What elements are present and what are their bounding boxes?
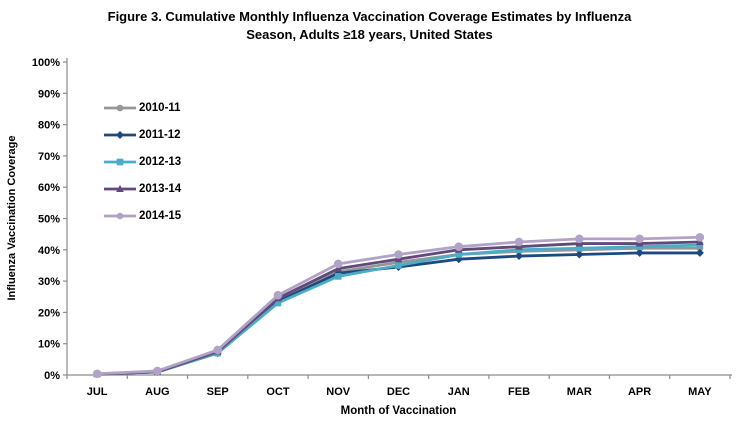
x-tick-label-jan: JAN [448, 386, 470, 398]
legend-item-2012-13: 2012-13 [103, 148, 181, 175]
legend-marker-shape [116, 212, 124, 219]
series-marker-2012-13 [515, 246, 523, 254]
series-marker-2014-15 [454, 242, 464, 251]
legend-label: 2012-13 [139, 155, 182, 168]
y-tick-label: 20% [38, 307, 60, 319]
x-axis-title: Month of Vaccination [340, 405, 457, 417]
series-marker-2011-12 [575, 250, 584, 259]
y-tick-label: 100% [32, 57, 60, 69]
series-marker-2014-15 [394, 250, 403, 259]
legend-marker-2013-14 [104, 184, 136, 192]
series-marker-2014-15 [213, 345, 222, 355]
chart-title-line-2: Season, Adults ≥18 years, United States [246, 27, 493, 42]
x-tick-label-nov: NOV [326, 386, 351, 398]
legend-marker-2012-13 [104, 158, 136, 165]
legend: 2010-11 2011-12 2012-13 2013-14 2014-15 [103, 94, 181, 229]
x-tick-label-oct: OCT [266, 386, 290, 398]
y-tick-label: 0% [44, 370, 60, 382]
series-marker-2012-13 [696, 241, 704, 249]
legend-item-2014-15: 2014-15 [103, 202, 181, 229]
series-marker-2012-13 [395, 262, 402, 269]
series-line-2011-12 [95, 251, 702, 376]
legend-marker-shape [116, 158, 124, 165]
x-tick-label-feb: FEB [508, 386, 530, 398]
series-marker-2014-15 [273, 290, 283, 300]
chart-title: Figure 3. Cumulative Monthly Influenza V… [0, 8, 739, 44]
x-tick-label-may: MAY [688, 386, 712, 398]
y-tick-label: 70% [38, 151, 60, 163]
y-tick-label: 40% [38, 245, 60, 257]
y-tick-label: 10% [38, 339, 60, 351]
legend-label: 2014-15 [139, 209, 182, 222]
series-marker-2014-15 [333, 259, 343, 269]
series-marker-2011-12 [635, 248, 644, 257]
x-tick-label-apr: APR [628, 386, 651, 398]
y-tick-label: 50% [38, 214, 60, 226]
x-tick-label-jul: JUL [87, 386, 108, 398]
x-tick-label-dec: DEC [387, 386, 410, 398]
series-marker-2014-15 [153, 366, 162, 376]
legend-label: 2011-12 [139, 128, 181, 141]
series-marker-2014-15 [514, 237, 524, 247]
x-tick-label-mar: MAR [567, 386, 592, 398]
series-marker-2012-13 [576, 244, 583, 252]
legend-item-2013-14: 2013-14 [103, 175, 181, 202]
chart-title-line-1: Figure 3. Cumulative Monthly Influenza V… [107, 9, 632, 24]
y-axis-title: Influenza Vaccination Coverage [6, 135, 18, 301]
series-marker-2011-12 [515, 252, 524, 261]
legend-marker-2011-12 [104, 130, 136, 139]
series-marker-2012-13 [636, 243, 643, 250]
y-tick-label: 30% [38, 276, 60, 288]
y-tick-label: 80% [38, 120, 60, 132]
legend-label: 2013-14 [139, 182, 182, 195]
legend-marker-2014-15 [104, 212, 136, 219]
y-tick-label: 60% [38, 182, 60, 194]
x-tick-label-sep: SEP [207, 386, 229, 398]
legend-marker-shape [116, 130, 124, 139]
series-marker-2012-13 [274, 299, 282, 307]
series-marker-2014-15 [695, 232, 705, 242]
legend-marker-shape [116, 104, 124, 111]
series-marker-2014-15 [575, 234, 584, 244]
series-marker-2012-13 [455, 251, 463, 258]
series-marker-2014-15 [92, 369, 102, 379]
series-marker-2014-15 [635, 234, 644, 244]
legend-item-2011-12: 2011-12 [103, 121, 181, 148]
x-tick-label-aug: AUG [145, 386, 169, 398]
legend-item-2010-11: 2010-11 [103, 94, 181, 121]
legend-marker-shape [116, 184, 124, 192]
legend-label: 2010-11 [139, 101, 181, 114]
series-marker-2012-13 [334, 273, 342, 280]
legend-marker-2010-11 [104, 104, 136, 111]
series-2014-15 [92, 232, 705, 379]
series-marker-2011-12 [695, 248, 704, 257]
y-tick-label: 90% [38, 88, 60, 100]
